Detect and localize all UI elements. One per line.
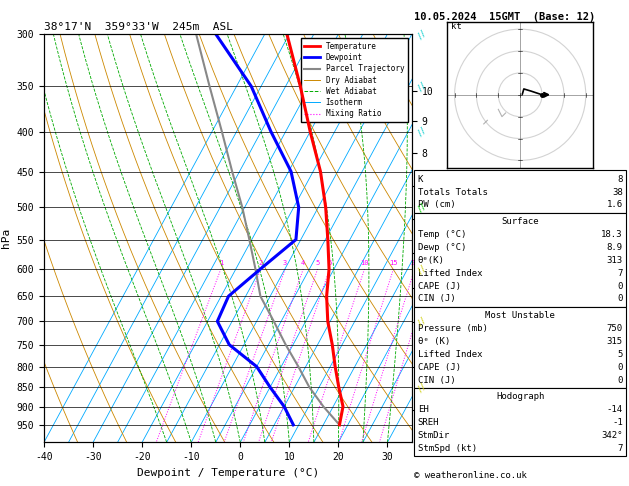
Text: CIN (J): CIN (J): [418, 295, 455, 303]
Text: //: //: [415, 201, 428, 214]
Text: Most Unstable: Most Unstable: [485, 311, 555, 320]
Text: 2: 2: [259, 260, 263, 266]
Text: //: //: [415, 125, 428, 139]
Legend: Temperature, Dewpoint, Parcel Trajectory, Dry Adiabat, Wet Adiabat, Isotherm, Mi: Temperature, Dewpoint, Parcel Trajectory…: [301, 38, 408, 122]
Text: 315: 315: [606, 337, 623, 346]
Text: Totals Totals: Totals Totals: [418, 188, 487, 196]
Text: 15: 15: [389, 260, 398, 266]
Text: 25: 25: [427, 260, 436, 266]
Text: 750: 750: [606, 324, 623, 333]
Text: 313: 313: [606, 256, 623, 265]
Text: SREH: SREH: [418, 418, 439, 427]
Text: 4: 4: [301, 260, 305, 266]
Text: CAPE (J): CAPE (J): [418, 363, 460, 372]
Text: Surface: Surface: [501, 217, 539, 226]
Text: Pressure (mb): Pressure (mb): [418, 324, 487, 333]
Text: Lifted Index: Lifted Index: [418, 269, 482, 278]
Text: -1: -1: [612, 418, 623, 427]
Text: 1: 1: [219, 260, 223, 266]
Text: kt: kt: [451, 22, 462, 31]
Text: 38°17'N  359°33'W  245m  ASL: 38°17'N 359°33'W 245m ASL: [44, 22, 233, 32]
Text: LCL: LCL: [416, 384, 437, 394]
Text: Dewp (°C): Dewp (°C): [418, 243, 466, 252]
Text: 0: 0: [617, 281, 623, 291]
Text: 6: 6: [328, 260, 331, 266]
Text: 342°: 342°: [601, 431, 623, 440]
Text: 8: 8: [617, 174, 623, 184]
Text: //: //: [415, 262, 428, 276]
Text: Temp (°C): Temp (°C): [418, 230, 466, 239]
Text: 38: 38: [612, 188, 623, 196]
Text: 0: 0: [617, 363, 623, 372]
Text: 7: 7: [617, 269, 623, 278]
Text: Mixing Ratio (g/kg): Mixing Ratio (g/kg): [499, 187, 508, 289]
Text: //: //: [415, 80, 428, 93]
Y-axis label: km
ASL: km ASL: [437, 229, 458, 247]
Text: 7: 7: [617, 444, 623, 453]
Text: //: //: [415, 27, 428, 41]
Text: StmDir: StmDir: [418, 431, 450, 440]
Text: //: //: [415, 314, 428, 328]
Y-axis label: hPa: hPa: [1, 228, 11, 248]
Text: StmSpd (kt): StmSpd (kt): [418, 444, 477, 453]
Text: 8.9: 8.9: [606, 243, 623, 252]
Text: K: K: [418, 174, 423, 184]
Text: -14: -14: [606, 405, 623, 414]
Text: 3: 3: [283, 260, 287, 266]
Text: 0: 0: [617, 295, 623, 303]
Text: EH: EH: [418, 405, 428, 414]
Text: //: //: [415, 381, 428, 394]
Text: 0: 0: [617, 376, 623, 384]
Text: 20: 20: [410, 260, 419, 266]
Text: PW (cm): PW (cm): [418, 200, 455, 209]
Text: CAPE (J): CAPE (J): [418, 281, 460, 291]
Text: 10: 10: [360, 260, 369, 266]
Text: CIN (J): CIN (J): [418, 376, 455, 384]
Text: 5: 5: [316, 260, 320, 266]
Text: θᵉ (K): θᵉ (K): [418, 337, 450, 346]
Text: Hodograph: Hodograph: [496, 392, 544, 401]
Text: © weatheronline.co.uk: © weatheronline.co.uk: [414, 471, 526, 480]
X-axis label: Dewpoint / Temperature (°C): Dewpoint / Temperature (°C): [137, 468, 319, 478]
Text: 1.6: 1.6: [606, 200, 623, 209]
Text: Lifted Index: Lifted Index: [418, 350, 482, 359]
Text: θᵉ(K): θᵉ(K): [418, 256, 445, 265]
Text: 10.05.2024  15GMT  (Base: 12): 10.05.2024 15GMT (Base: 12): [414, 12, 595, 22]
Text: 18.3: 18.3: [601, 230, 623, 239]
Text: 5: 5: [617, 350, 623, 359]
